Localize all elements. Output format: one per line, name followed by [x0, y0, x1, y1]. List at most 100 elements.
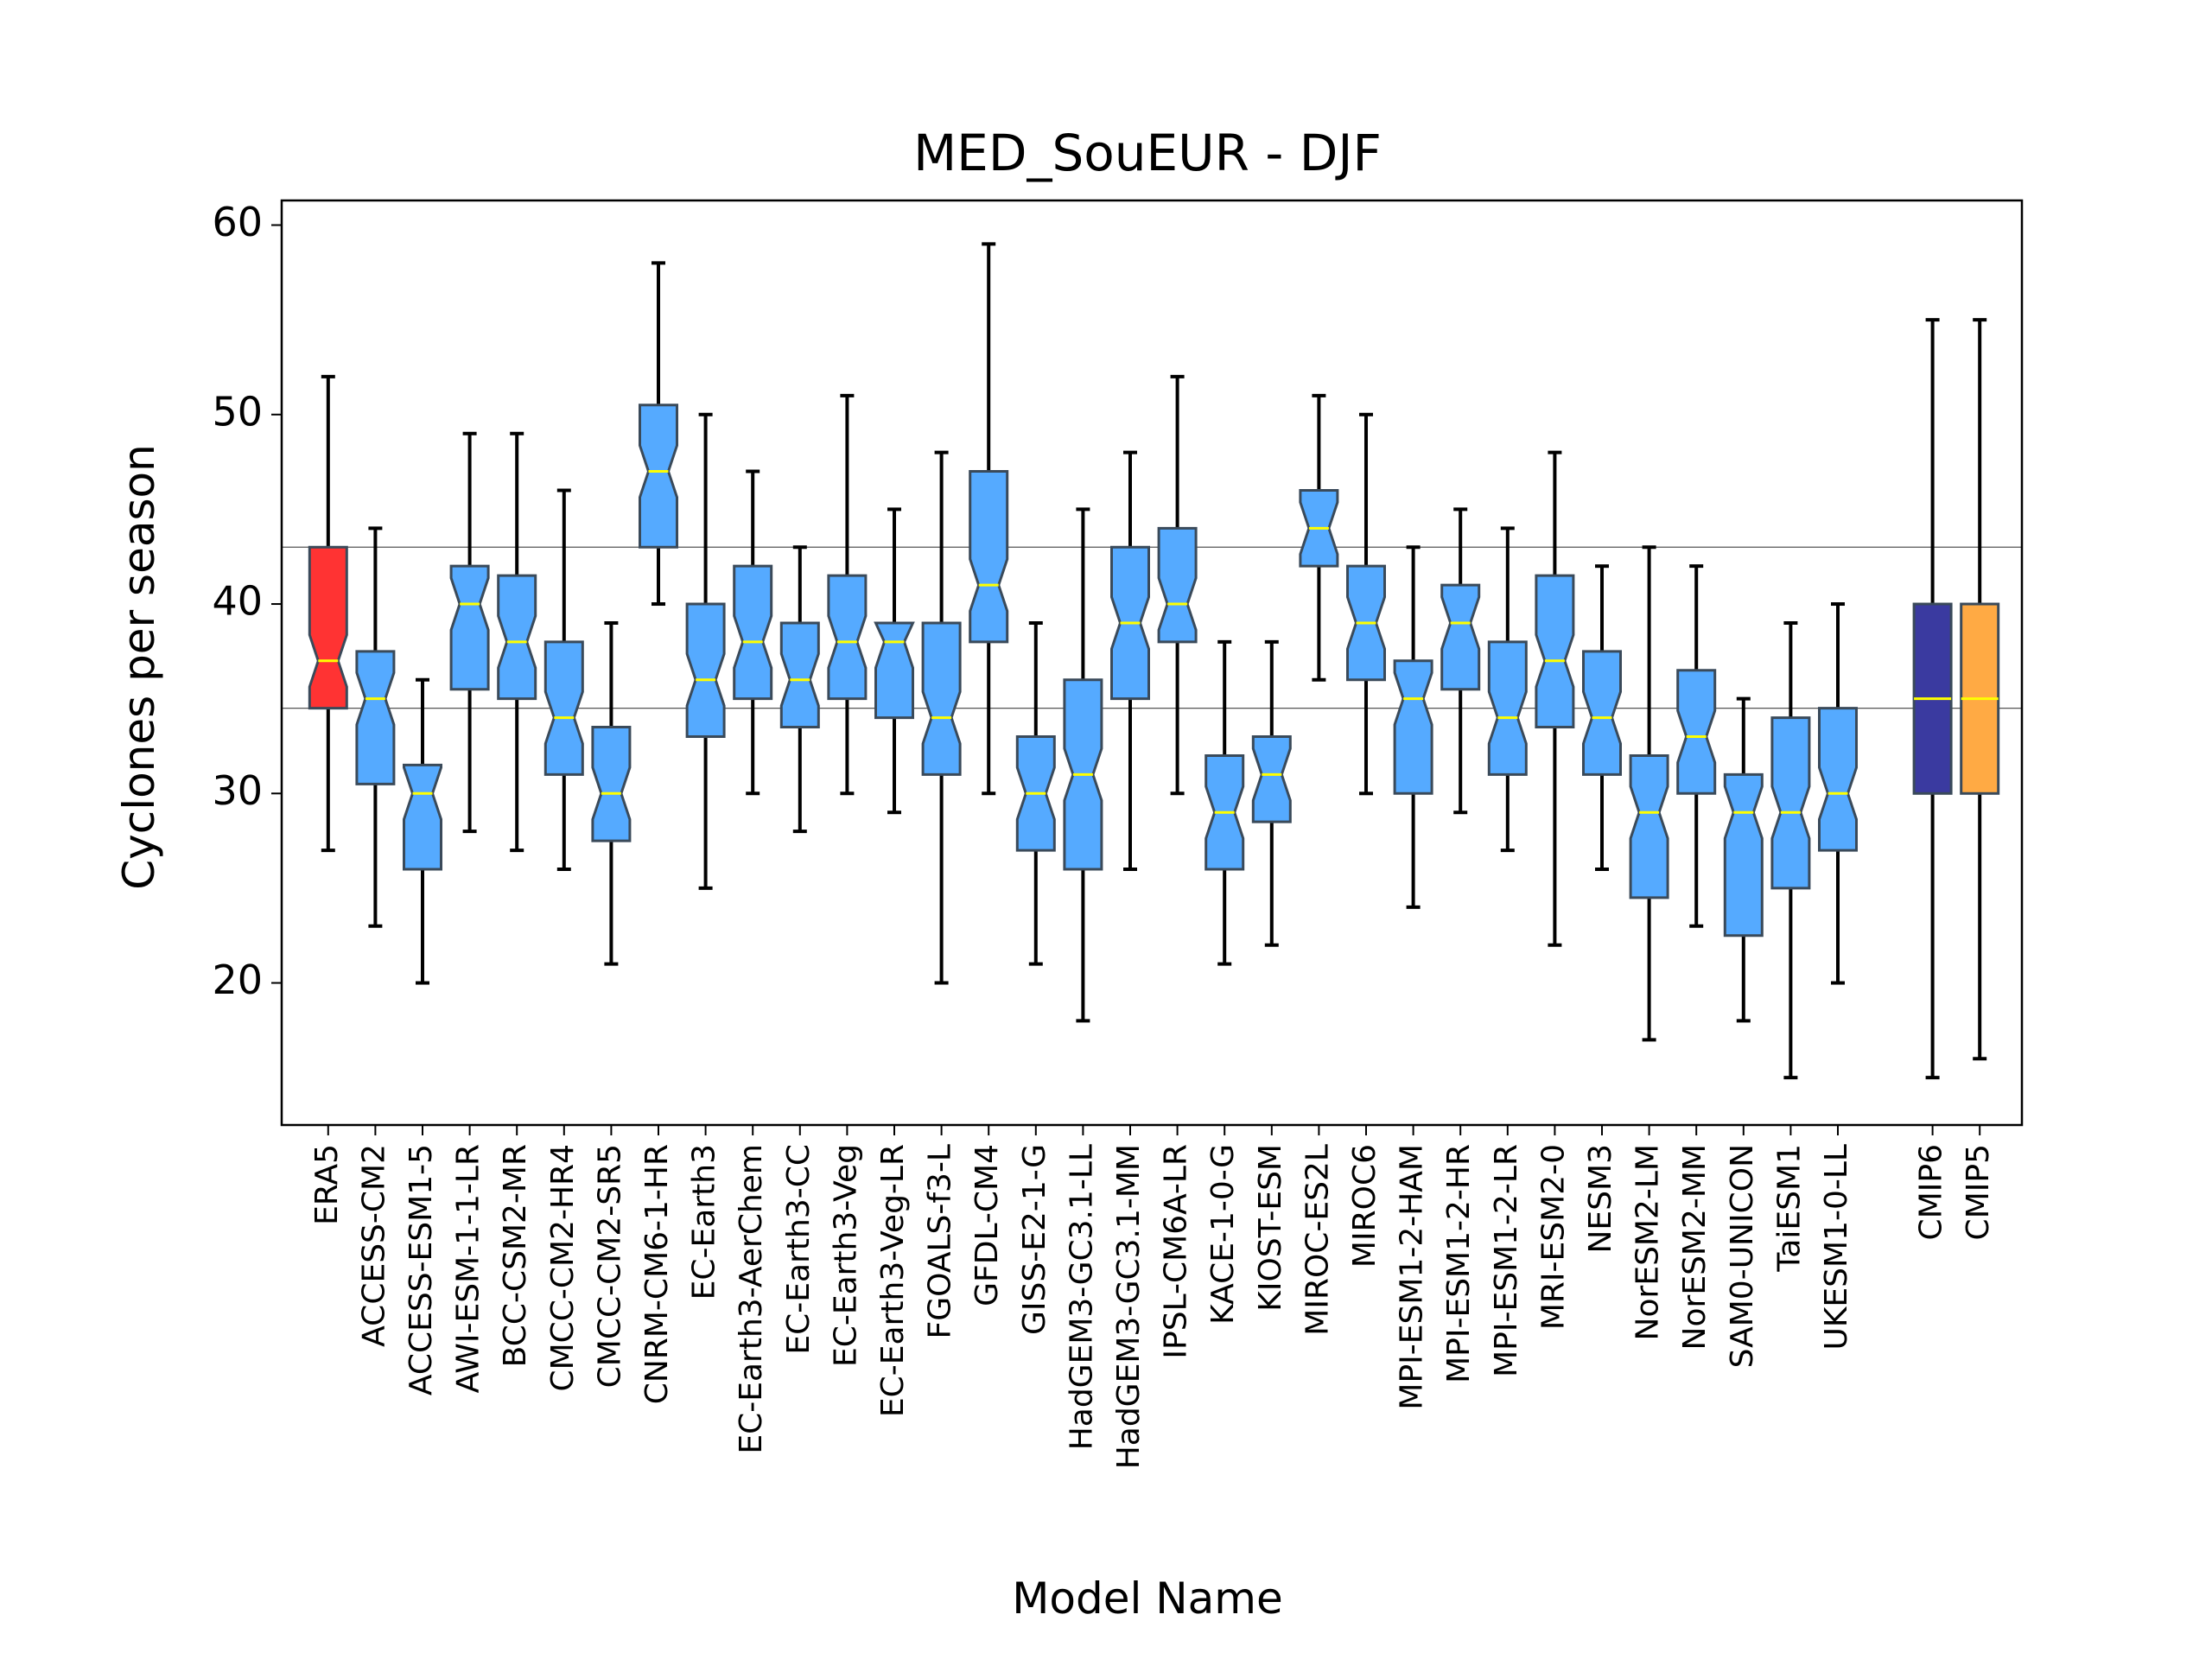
box-ACCESS-ESM1-5 [403, 677, 442, 985]
box-body [1770, 716, 1811, 890]
box-EC-Earth3-AerChem [733, 469, 773, 796]
box-body [308, 545, 348, 710]
y-tick-label: 60 [212, 199, 263, 245]
box-body [1535, 574, 1575, 729]
box-MRI-ESM2-0 [1535, 450, 1575, 947]
y-tick-label: 20 [212, 957, 263, 1003]
box-UKESM1-0-LL [1818, 602, 1858, 985]
plot-frame [280, 199, 2024, 1127]
x-tick-label: MPI-ESM1-2-LR [1489, 1144, 1524, 1377]
box-GISS-E2-1-G [1015, 620, 1056, 966]
box-SAM0-UNICON [1723, 696, 1764, 1023]
box-CMCC-CM2-SR5 [591, 620, 632, 966]
box-body [1157, 526, 1198, 644]
box-ERA5 [308, 374, 348, 853]
box-NESM3 [1582, 564, 1622, 871]
x-tick-label: NorESM2-LM [1630, 1144, 1666, 1340]
box-body [449, 564, 490, 691]
y-tick-label: 30 [212, 767, 263, 814]
box-MPI-ESM1-2-HR [1440, 507, 1481, 815]
x-tick-label: CNRM-CM6-1-HR [639, 1144, 675, 1404]
x-tick-label: IPSL-CM6A-LR [1159, 1144, 1194, 1359]
box-NorESM2-LM [1629, 545, 1669, 1042]
box-body [685, 602, 726, 739]
x-tick-label: ACCESS-CM2 [356, 1144, 391, 1347]
box-EC-Earth3-Veg [827, 393, 868, 796]
box-EC-Earth3-Veg-LR [874, 507, 915, 815]
box-body [497, 574, 537, 701]
x-tick-label: ERA5 [309, 1144, 345, 1225]
box-body [591, 726, 632, 842]
x-tick-label: SAM0-UNICON [1725, 1144, 1760, 1368]
x-axis: ERA5 ACCESS-CM2 ACCESS-ESM1-5 AWI-ESM-1-1-L… [309, 1125, 1996, 1469]
box-body [1487, 640, 1528, 776]
x-tick-label: EC-Earth3-Veg [828, 1144, 863, 1367]
box-body [1818, 707, 1858, 852]
x-tick-label: CMCC-CM2-SR5 [592, 1144, 627, 1388]
x-tick-label: CMIP5 [1961, 1144, 1996, 1240]
y-axis-label: Cyclones per season [114, 444, 164, 890]
box-NorESM2-MM [1676, 564, 1717, 928]
box-EC-Earth3 [685, 412, 726, 890]
box-CMIP6 [1912, 318, 1953, 1080]
box-MPI-ESM1-2-LR [1487, 526, 1528, 853]
x-tick-label: AWI-ESM-1-1-LR [451, 1144, 486, 1393]
x-tick-label: CMCC-CM2-HR4 [545, 1144, 581, 1392]
box-EC-Earth3-CC [779, 545, 820, 834]
chart-title: MED_SouEUR - DJF [913, 124, 1382, 182]
x-tick-label: MIROC6 [1347, 1144, 1382, 1268]
box-body [1629, 753, 1669, 899]
box-HadGEM3-GC3.1-MM [1110, 450, 1150, 871]
box-KIOST-ESM [1251, 639, 1292, 947]
box-body [779, 621, 820, 729]
box-TaiESM1 [1770, 620, 1811, 1080]
box-KACE-1-0-G [1205, 639, 1245, 966]
box-FGOALS-f3-L [921, 450, 962, 985]
x-tick-label: NESM3 [1583, 1144, 1618, 1254]
box-CNRM-CM6-1-HR [639, 261, 678, 607]
x-tick-label: MRI-ESM2-0 [1535, 1144, 1571, 1330]
x-tick-label: HadGEM3-GC3.1-MM [1111, 1144, 1147, 1469]
box-MIROC-ES2L [1299, 393, 1339, 682]
x-tick-label: MIROC-ES2L [1300, 1144, 1335, 1336]
y-axis: 20 30 40 50 60 [212, 199, 282, 1003]
box-MIROC6 [1346, 412, 1386, 796]
x-tick-label: ACCESS-ESM1-5 [404, 1144, 439, 1395]
x-tick-label: GFDL-CM4 [969, 1144, 1005, 1306]
box-HadGEM3-GC3.1-LL [1063, 507, 1103, 1023]
x-tick-label: FGOALS-f3-L [923, 1144, 958, 1338]
box-IPSL-CM6A-LR [1157, 374, 1198, 796]
x-tick-label: HadGEM3-GC3.1-LL [1064, 1144, 1099, 1450]
x-tick-label: MPI-ESM1-2-HAM [1395, 1144, 1430, 1410]
box-body [1440, 583, 1481, 691]
x-tick-label: CMIP6 [1914, 1144, 1949, 1240]
box-body [969, 470, 1009, 644]
x-tick-label: KACE-1-0-G [1205, 1144, 1241, 1325]
boxes-group [308, 242, 2000, 1080]
box-body [543, 640, 584, 776]
box-body [827, 574, 868, 701]
box-GFDL-CM4 [969, 242, 1009, 796]
box-CMIP5 [1960, 318, 2000, 1061]
box-body [403, 763, 442, 871]
x-tick-label: EC-Earth3-Veg-LR [875, 1144, 911, 1417]
box-body [874, 621, 915, 720]
x-tick-label: EC-Earth3-CC [781, 1144, 817, 1355]
box-body [1393, 659, 1433, 795]
box-body [355, 650, 396, 785]
x-tick-label: KIOST-ESM [1253, 1144, 1288, 1312]
box-MPI-ESM1-2-HAM [1393, 545, 1433, 909]
box-ACCESS-CM2 [355, 526, 396, 928]
box-AWI-ESM-1-1-LR [449, 431, 490, 834]
box-body [1676, 669, 1717, 795]
box-body [733, 564, 773, 701]
box-body [921, 621, 962, 776]
x-tick-label: GISS-E2-1-G [1017, 1144, 1052, 1335]
box-body [639, 404, 678, 549]
box-body [1251, 735, 1292, 823]
x-tick-label: EC-Earth3-AerChem [734, 1144, 769, 1454]
box-BCC-CSM2-MR [497, 431, 537, 853]
x-tick-label: NorESM2-MM [1677, 1144, 1713, 1350]
